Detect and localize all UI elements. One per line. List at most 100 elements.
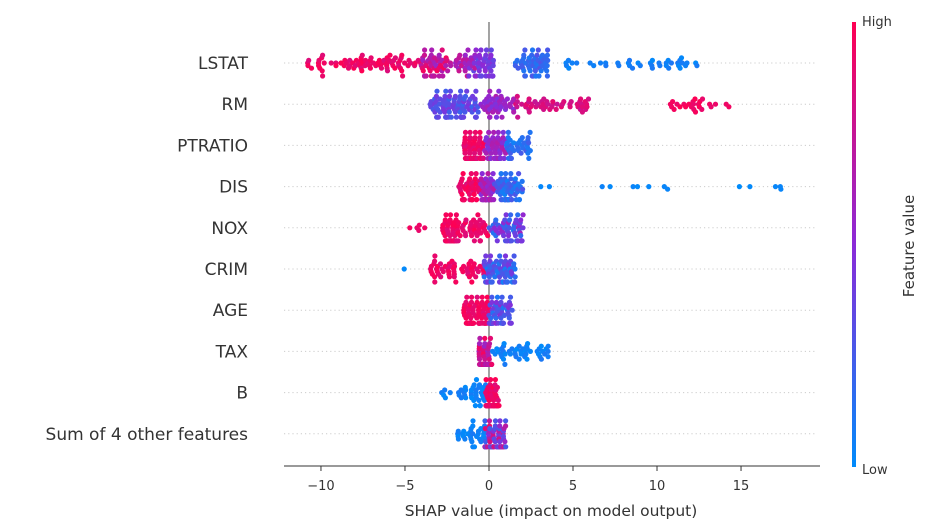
shap-point-sum-of-4-other-features bbox=[492, 439, 498, 445]
shap-point-b bbox=[477, 403, 483, 409]
shap-point-dis bbox=[516, 171, 522, 177]
shap-point-lstat bbox=[490, 63, 496, 69]
shap-point-tax bbox=[489, 361, 495, 367]
shap-point-dis bbox=[538, 184, 544, 190]
shap-point-rm bbox=[452, 109, 458, 115]
shap-point-rm bbox=[514, 93, 520, 99]
shap-point-crim bbox=[512, 266, 518, 272]
shap-point-rm bbox=[511, 109, 517, 115]
shap-point-age bbox=[493, 315, 499, 321]
shap-point-ptratio bbox=[527, 148, 533, 154]
shap-point-nox bbox=[447, 217, 453, 223]
shap-point-nox bbox=[506, 225, 512, 231]
shap-point-lstat bbox=[626, 57, 633, 64]
shap-point-nox bbox=[447, 212, 454, 218]
shap-point-lstat bbox=[545, 47, 551, 53]
shap-point-tax bbox=[527, 348, 534, 354]
shap-point-nox bbox=[457, 233, 463, 239]
shap-point-nox bbox=[443, 212, 449, 218]
shap-point-age bbox=[494, 294, 501, 300]
shap-point-crim bbox=[437, 261, 444, 267]
shap-point-rm bbox=[692, 109, 699, 115]
shap-point-lstat bbox=[440, 73, 446, 79]
shap-point-dis bbox=[473, 171, 479, 177]
shap-point-lstat bbox=[473, 73, 479, 79]
shap-point-rm bbox=[462, 93, 469, 99]
shap-point-dis bbox=[467, 176, 473, 182]
shap-point-tax bbox=[523, 351, 529, 357]
shap-point-nox bbox=[455, 238, 461, 244]
shap-point-crim bbox=[432, 253, 438, 259]
shap-point-lstat bbox=[476, 60, 482, 66]
shap-point-ptratio bbox=[477, 150, 483, 156]
shap-point-rm bbox=[487, 88, 493, 94]
shap-point-crim bbox=[432, 258, 438, 264]
shap-point-dis bbox=[468, 171, 474, 177]
shap-point-crim bbox=[487, 258, 493, 264]
shap-point-lstat bbox=[490, 57, 496, 64]
shap-point-rm bbox=[473, 114, 479, 120]
shap-point-lstat bbox=[465, 47, 471, 53]
shap-point-lstat bbox=[649, 65, 656, 71]
shap-point-crim bbox=[492, 274, 498, 280]
shap-point-ptratio bbox=[483, 135, 489, 141]
x-tick-label: −10 bbox=[307, 479, 334, 494]
shap-points bbox=[305, 47, 784, 450]
shap-point-nox bbox=[477, 238, 483, 244]
shap-point-crim bbox=[497, 253, 503, 259]
shap-point-lstat bbox=[439, 47, 445, 53]
shap-point-tax bbox=[538, 343, 544, 349]
shap-point-nox bbox=[474, 233, 480, 239]
shap-point-ptratio bbox=[480, 155, 487, 161]
shap-point-ptratio bbox=[477, 129, 483, 135]
shap-point-ptratio bbox=[483, 150, 489, 156]
feature-label-crim: CRIM bbox=[205, 260, 248, 280]
shap-point-lstat bbox=[477, 55, 483, 61]
shap-point-lstat bbox=[666, 65, 672, 71]
shap-point-rm bbox=[692, 96, 698, 102]
shap-point-dis bbox=[508, 176, 514, 182]
shap-point-lstat bbox=[677, 65, 683, 71]
shap-point-lstat bbox=[427, 68, 433, 74]
shap-point-tax bbox=[476, 341, 483, 347]
shap-point-age bbox=[507, 302, 513, 308]
shap-point-sum-of-4-other-features bbox=[497, 439, 503, 445]
shap-point-lstat bbox=[522, 47, 528, 53]
shap-point-lstat bbox=[320, 52, 326, 58]
shap-point-tax bbox=[482, 335, 488, 341]
shap-point-b bbox=[442, 387, 448, 393]
shap-point-nox bbox=[456, 220, 462, 226]
shap-point-rm bbox=[442, 109, 448, 115]
shap-point-rm bbox=[526, 109, 532, 115]
shap-point-rm bbox=[510, 96, 517, 102]
shap-point-lstat bbox=[478, 73, 485, 79]
shap-point-dis bbox=[459, 191, 465, 197]
shap-point-tax bbox=[516, 356, 522, 362]
shap-point-lstat bbox=[668, 60, 675, 66]
shap-point-crim bbox=[451, 274, 457, 280]
shap-point-nox bbox=[463, 233, 469, 239]
shap-point-tax bbox=[538, 356, 545, 362]
shap-point-sum-of-4-other-features bbox=[486, 418, 493, 424]
shap-point-dis bbox=[474, 197, 480, 203]
shap-point-sum-of-4-other-features bbox=[482, 418, 488, 424]
shap-point-ptratio bbox=[526, 140, 532, 146]
shap-point-ptratio bbox=[501, 155, 507, 161]
shap-point-lstat bbox=[431, 73, 437, 79]
shap-point-crim bbox=[502, 253, 509, 259]
shap-point-crim bbox=[487, 253, 494, 259]
shap-point-sum-of-4-other-features bbox=[455, 436, 461, 442]
shap-point-ptratio bbox=[526, 155, 532, 161]
shap-point-rm bbox=[446, 101, 452, 107]
shap-point-b bbox=[495, 397, 501, 403]
shap-point-crim bbox=[483, 253, 489, 259]
shap-point-lstat bbox=[384, 68, 391, 74]
shap-point-rm bbox=[472, 96, 478, 102]
shap-point-sum-of-4-other-features bbox=[503, 423, 509, 429]
shap-point-lstat bbox=[400, 73, 406, 79]
feature-label-ptratio: PTRATIO bbox=[177, 136, 248, 156]
shap-point-lstat bbox=[565, 57, 572, 64]
shap-point-lstat bbox=[436, 73, 442, 79]
shap-point-lstat bbox=[587, 60, 593, 66]
